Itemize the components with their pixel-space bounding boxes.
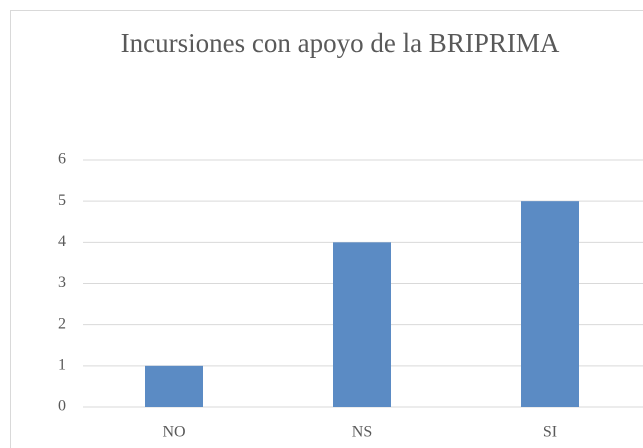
y-tick-label: 3 (58, 274, 66, 291)
y-tick-label: 2 (58, 315, 66, 332)
y-tick-label: 5 (58, 192, 66, 209)
y-tick-label: 0 (58, 398, 66, 415)
y-tick-label: 1 (58, 357, 66, 374)
x-tick-label: NO (162, 424, 185, 441)
bar (333, 242, 391, 407)
y-tick-label: 6 (58, 151, 66, 168)
chart-frame (10, 10, 643, 448)
bar (145, 365, 203, 407)
chart-title: Incursiones con apoyo de la BRIPRIMA (120, 28, 560, 58)
bar (521, 201, 579, 407)
x-tick-label: SI (543, 424, 557, 441)
y-tick-label: 4 (58, 233, 66, 250)
x-tick-label: NS (352, 424, 372, 441)
